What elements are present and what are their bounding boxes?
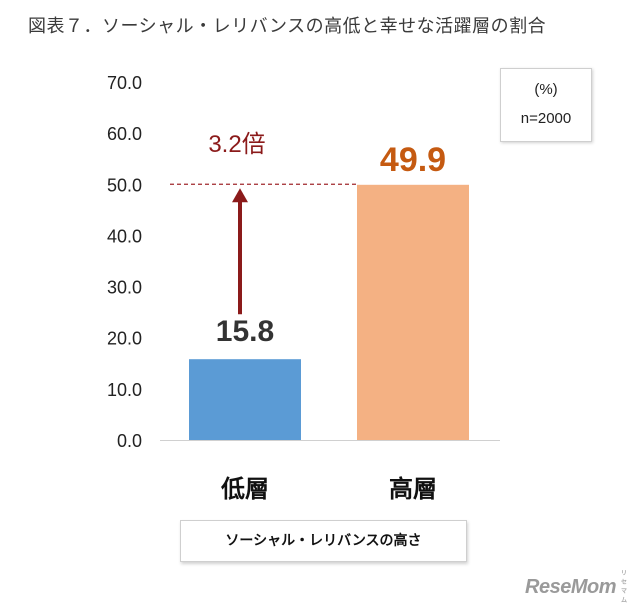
y-tick-label: 60.0 [107, 124, 142, 144]
bar [189, 359, 301, 440]
y-tick-label: 40.0 [107, 226, 142, 246]
bars: 15.8 49.9 [189, 141, 469, 440]
comparison-arrow [232, 188, 248, 315]
category-label: 低層 [220, 475, 269, 503]
logo-kana: リセマム [621, 571, 627, 604]
category-labels: 低層 高層 [220, 475, 437, 503]
y-tick-label: 10.0 [107, 380, 142, 400]
x-axis-title: ソーシャル・レリバンスの高さ [180, 520, 467, 562]
bar-value-label: 49.9 [380, 141, 446, 179]
bar [357, 184, 469, 440]
arrow-head [232, 188, 248, 203]
y-axis-ticks: 0.0 10.0 20.0 30.0 40.0 50.0 60.0 70.0 [107, 73, 142, 451]
bar-value-label: 15.8 [216, 315, 274, 348]
resemom-logo: ReseMom リセマム [525, 571, 627, 604]
sample-size-label: n=2000 [520, 110, 572, 127]
category-label: 高層 [389, 475, 437, 503]
y-tick-label: 30.0 [107, 278, 142, 298]
chart-title: 図表７．ソーシャル・レリバンスの高低と幸せな活躍層の割合 [28, 16, 547, 37]
logo-text: ReseMom [525, 576, 616, 598]
note-box: (%) n=2000 [500, 68, 592, 142]
y-tick-label: 50.0 [107, 175, 142, 195]
y-tick-label: 70.0 [107, 73, 142, 93]
annotation-label: 3.2倍 [208, 131, 265, 158]
unit-label: (%) [534, 81, 558, 98]
y-tick-label: 0.0 [117, 431, 142, 451]
y-tick-label: 20.0 [107, 329, 142, 349]
